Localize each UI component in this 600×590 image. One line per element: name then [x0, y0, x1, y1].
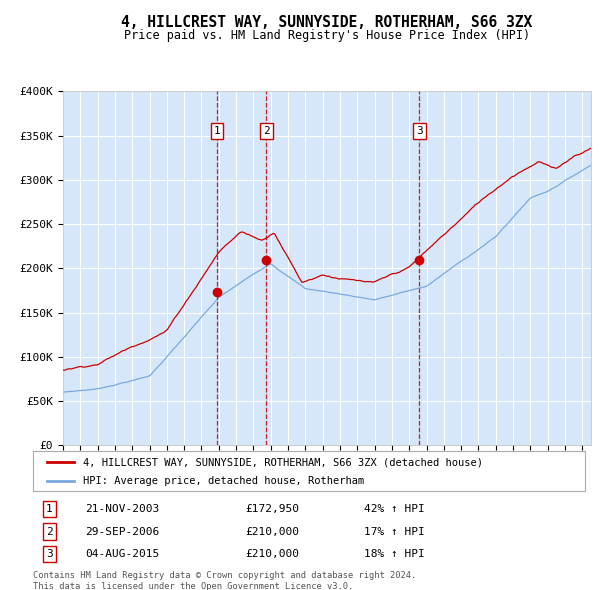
Text: HPI: Average price, detached house, Rotherham: HPI: Average price, detached house, Roth… — [83, 476, 364, 486]
Text: 18% ↑ HPI: 18% ↑ HPI — [364, 549, 425, 559]
Bar — [217, 91, 266, 445]
Text: 2: 2 — [46, 527, 53, 536]
Text: Contains HM Land Registry data © Crown copyright and database right 2024.
This d: Contains HM Land Registry data © Crown c… — [33, 571, 416, 590]
Text: 4, HILLCREST WAY, SUNNYSIDE, ROTHERHAM, S66 3ZX: 4, HILLCREST WAY, SUNNYSIDE, ROTHERHAM, … — [121, 15, 533, 30]
Text: 21-NOV-2003: 21-NOV-2003 — [85, 504, 160, 514]
Bar — [63, 91, 217, 445]
Bar — [266, 91, 419, 445]
Text: Price paid vs. HM Land Registry's House Price Index (HPI): Price paid vs. HM Land Registry's House … — [124, 30, 530, 42]
Text: 1: 1 — [46, 504, 53, 514]
Text: £210,000: £210,000 — [245, 549, 299, 559]
Text: £210,000: £210,000 — [245, 527, 299, 536]
FancyBboxPatch shape — [33, 451, 585, 491]
Text: £172,950: £172,950 — [245, 504, 299, 514]
Text: 3: 3 — [46, 549, 53, 559]
Text: 4, HILLCREST WAY, SUNNYSIDE, ROTHERHAM, S66 3ZX (detached house): 4, HILLCREST WAY, SUNNYSIDE, ROTHERHAM, … — [83, 457, 482, 467]
Text: 04-AUG-2015: 04-AUG-2015 — [85, 549, 160, 559]
Text: 29-SEP-2006: 29-SEP-2006 — [85, 527, 160, 536]
Text: 17% ↑ HPI: 17% ↑ HPI — [364, 527, 425, 536]
Bar — [419, 91, 591, 445]
Text: 42% ↑ HPI: 42% ↑ HPI — [364, 504, 425, 514]
Text: 2: 2 — [263, 126, 270, 136]
Text: 1: 1 — [214, 126, 220, 136]
Text: 3: 3 — [416, 126, 423, 136]
